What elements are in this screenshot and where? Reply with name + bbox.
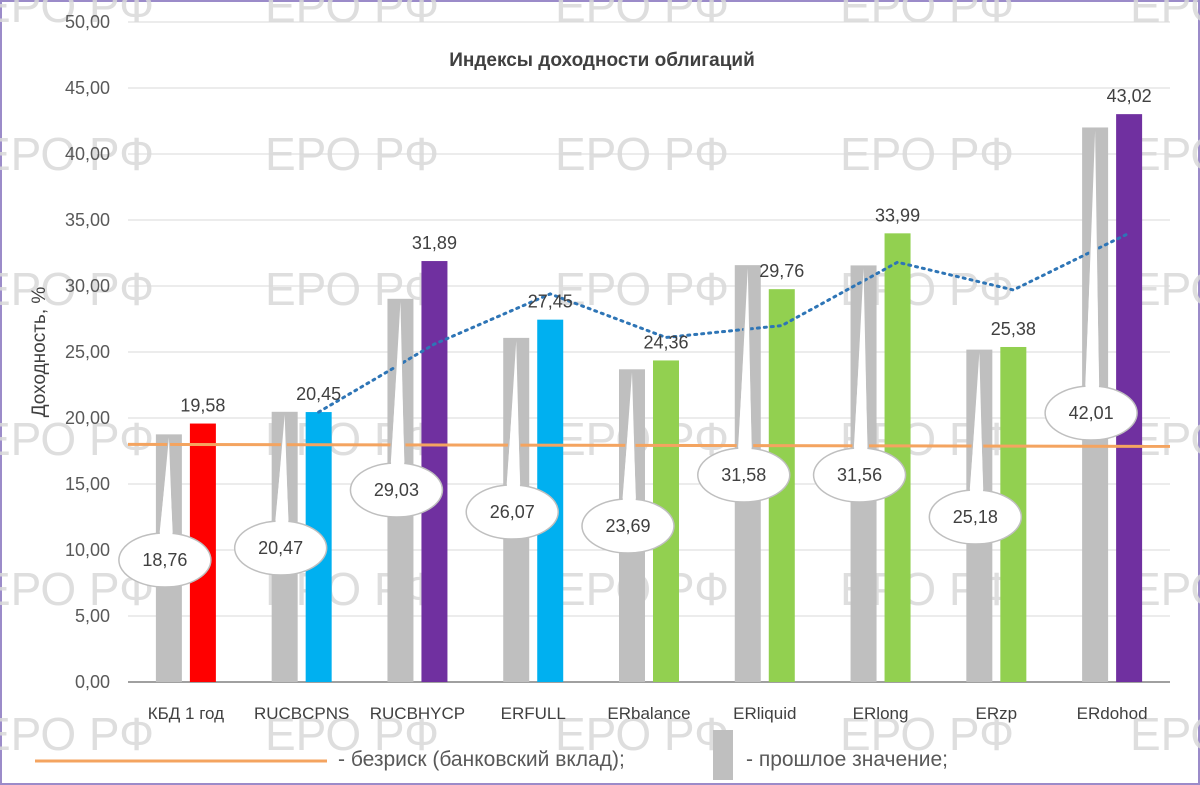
callout-past-value: 29,03 <box>349 300 444 518</box>
legend: - безриск (банковский вклад); - прошлое з… <box>35 730 948 780</box>
legend-label-past: - прошлое значение; <box>746 748 948 771</box>
callout-label: 18,76 <box>142 550 187 570</box>
category-labels: КБД 1 год RUCBCPNS RUCBHYCP ERFULL ERbalance… <box>148 704 1148 723</box>
category-label: ERFULL <box>501 704 566 723</box>
y-tick-label: 0,00 <box>75 672 110 692</box>
value-label-current: 19,58 <box>180 396 225 416</box>
callout-label: 31,56 <box>837 465 882 485</box>
legend-box-swatch <box>713 730 733 780</box>
category-label: RUCBHYCP <box>370 704 465 723</box>
y-axis-ticks: 0,00 5,00 10,00 15,00 20,00 25,00 30,00 35,00 40… <box>65 12 110 692</box>
callout-seam <box>737 268 752 459</box>
callout-past-value: 31,58 <box>697 267 791 503</box>
category-label: ERbalance <box>607 704 690 723</box>
value-label-current: 33,99 <box>875 205 920 225</box>
y-tick-label: 50,00 <box>65 12 110 32</box>
callout-seam <box>969 352 984 501</box>
trend-line <box>317 231 1131 414</box>
callout-past-value: 25,18 <box>928 351 1023 545</box>
value-label-current: 29,76 <box>759 261 804 281</box>
callout-past-value: 26,07 <box>465 339 559 540</box>
value-label-current: 25,38 <box>991 319 1036 339</box>
callout-label: 42,01 <box>1069 403 1114 423</box>
y-tick-label: 25,00 <box>65 342 110 362</box>
watermark-text: ЕРО РФ <box>265 0 439 32</box>
callout-label: 31,58 <box>721 465 766 485</box>
watermark-text: ЕРО РФ <box>0 263 154 315</box>
value-label-current: 20,45 <box>296 384 341 404</box>
callout-seam <box>622 372 636 510</box>
y-tick-label: 10,00 <box>65 540 110 560</box>
value-label-current: 27,45 <box>528 292 573 312</box>
legend-label-riskfree: - безриск (банковский вклад); <box>338 748 625 771</box>
callout-past-value: 23,69 <box>581 371 675 554</box>
y-tick-label: 45,00 <box>65 78 110 98</box>
callout-past-value: 31,56 <box>812 267 907 503</box>
callout-seam <box>274 414 289 532</box>
y-axis-label: Доходность, % <box>29 287 50 418</box>
category-label: ERlong <box>853 704 909 723</box>
watermark-text: ЕРО РФ <box>1130 708 1200 760</box>
category-label: ERliquid <box>733 704 796 723</box>
category-label: RUCBCPNS <box>254 704 349 723</box>
watermark-text: ЕРО РФ <box>555 263 729 315</box>
watermark-text: ЕРО РФ <box>1130 0 1200 32</box>
y-tick-label: 40,00 <box>65 144 110 164</box>
y-tick-label: 30,00 <box>65 276 110 296</box>
callouts: 18,76 20,47 29,03 26,07 23,69 31,58 31,56 25,18… <box>118 129 1138 588</box>
callout-label: 29,03 <box>374 480 419 500</box>
callout-seam <box>390 301 405 474</box>
category-label: ERdohod <box>1077 704 1148 723</box>
watermark-text: ЕРО РФ <box>555 708 729 760</box>
value-label-current: 24,36 <box>643 332 688 352</box>
callout-past-value: 42,01 <box>1044 129 1138 441</box>
callout-seam <box>158 437 173 544</box>
watermark-text: ЕРО РФ <box>555 0 729 32</box>
chart-title: Индексы доходности облигаций <box>449 50 755 71</box>
y-tick-label: 20,00 <box>65 408 110 428</box>
watermark-text: ЕРО РФ <box>265 708 439 760</box>
callout-label: 25,18 <box>953 507 998 527</box>
y-tick-label: 15,00 <box>65 474 110 494</box>
category-label: ERzp <box>976 704 1018 723</box>
value-label-current: 43,02 <box>1107 86 1152 106</box>
y-tick-label: 5,00 <box>75 606 110 626</box>
category-label: КБД 1 год <box>148 704 224 723</box>
callout-label: 20,47 <box>258 538 303 558</box>
callout-seam <box>506 340 521 496</box>
callout-seam <box>1085 130 1100 397</box>
watermark-text: ЕРО РФ <box>840 0 1014 32</box>
value-labels: 19,58 20,45 31,89 27,45 24,36 29,76 33,99 25,38… <box>180 86 1151 415</box>
value-label-current: 31,89 <box>412 233 457 253</box>
watermark-text: ЕРО РФ <box>0 413 154 465</box>
watermark-text: ЕРО РФ <box>0 0 154 32</box>
callout-seam <box>853 268 868 459</box>
callout-past-value: 20,47 <box>233 413 328 576</box>
callout-label: 23,69 <box>605 516 650 536</box>
callout-label: 26,07 <box>490 502 535 522</box>
y-tick-label: 35,00 <box>65 210 110 230</box>
watermark-text: ЕРО РФ <box>840 708 1014 760</box>
callout-past-value: 18,76 <box>118 436 212 588</box>
watermark-text: ЕРО РФ <box>0 708 154 760</box>
risk-free-line <box>127 442 1171 448</box>
